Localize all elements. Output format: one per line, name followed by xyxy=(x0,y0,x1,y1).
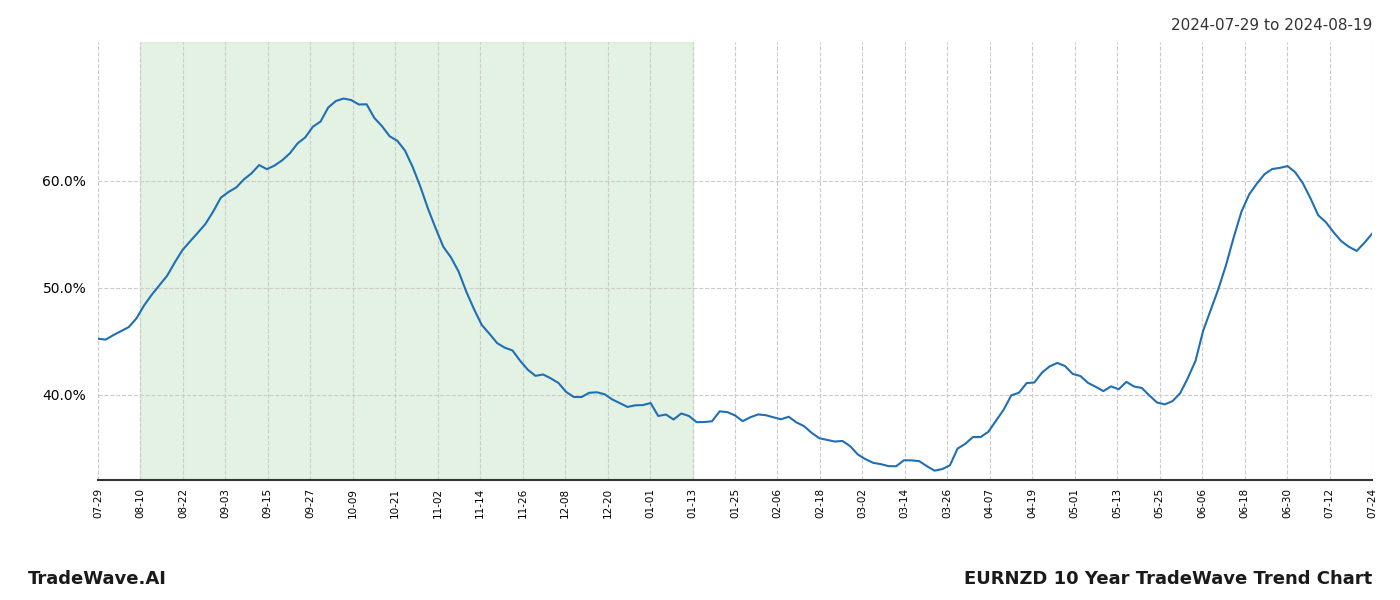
Text: TradeWave.AI: TradeWave.AI xyxy=(28,570,167,588)
Text: 2024-07-29 to 2024-08-19: 2024-07-29 to 2024-08-19 xyxy=(1170,18,1372,33)
Bar xyxy=(140,42,693,480)
Text: EURNZD 10 Year TradeWave Trend Chart: EURNZD 10 Year TradeWave Trend Chart xyxy=(963,570,1372,588)
